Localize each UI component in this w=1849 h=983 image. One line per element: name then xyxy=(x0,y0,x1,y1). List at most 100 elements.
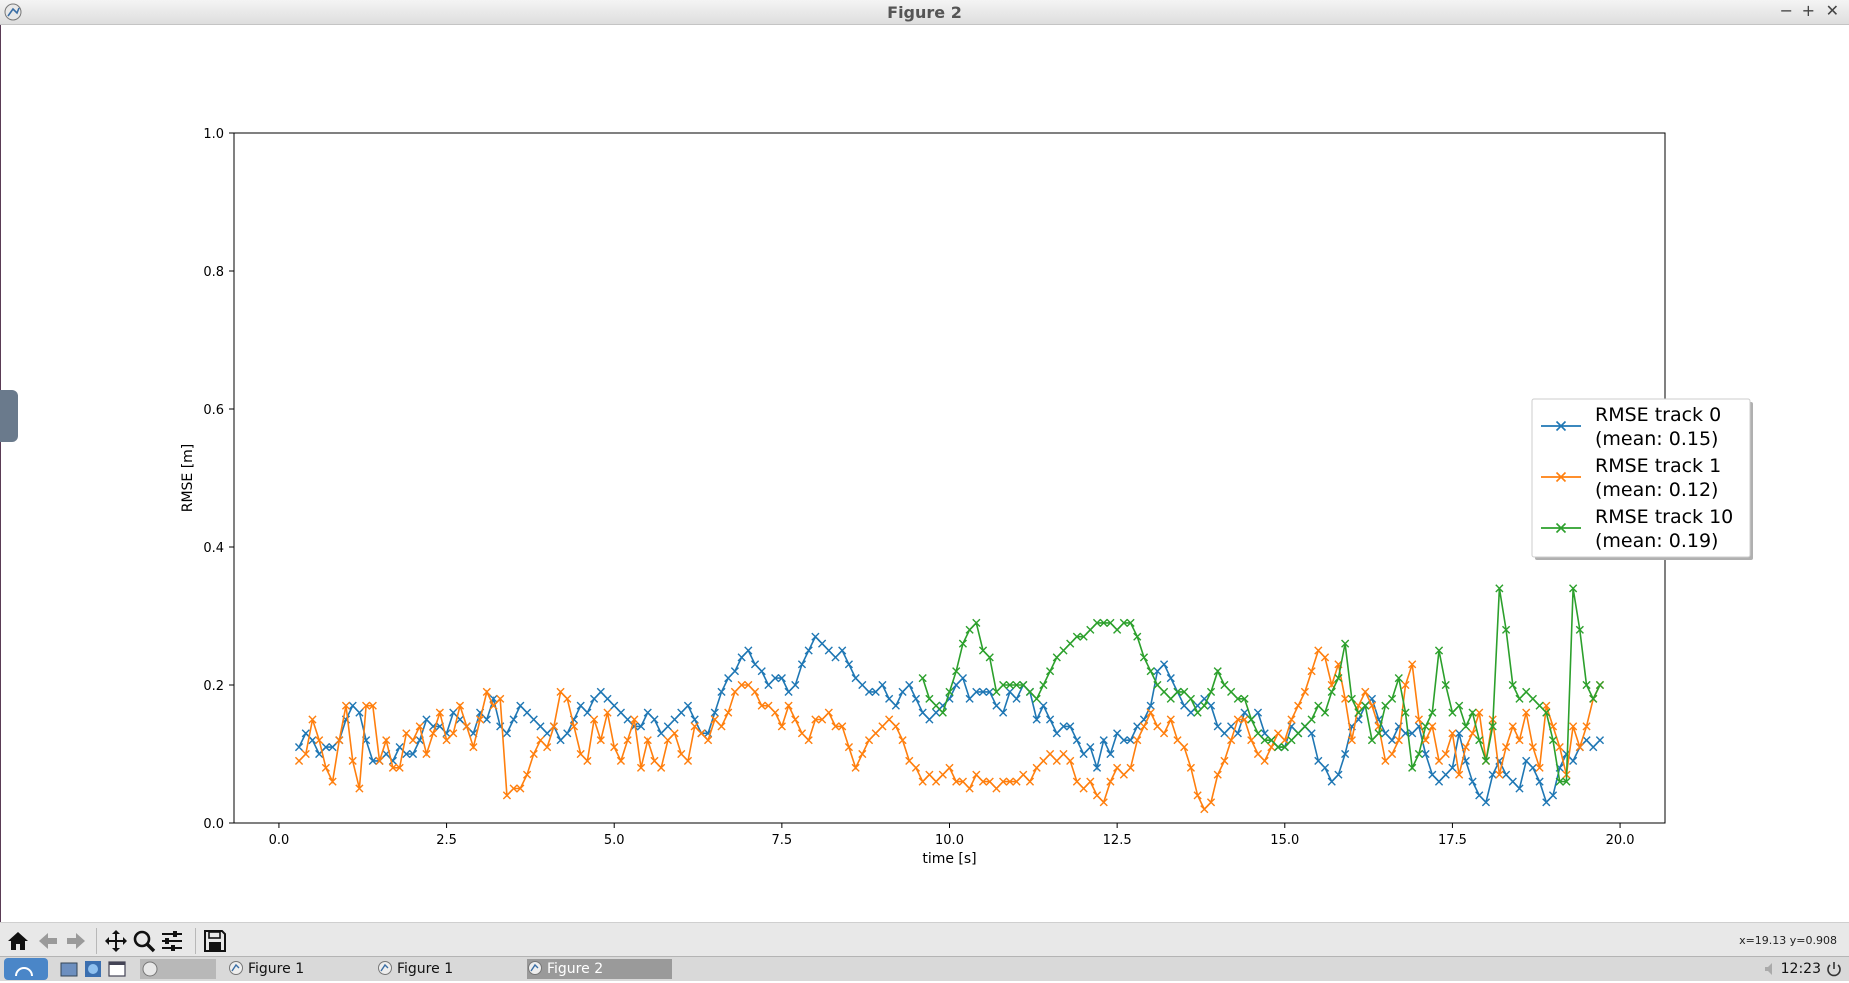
configure-subplots-icon[interactable] xyxy=(159,928,185,954)
data-point xyxy=(657,763,666,772)
data-point xyxy=(1455,701,1464,710)
data-point xyxy=(476,715,485,724)
data-point xyxy=(348,756,357,765)
toolbar-separator xyxy=(96,928,97,954)
home-icon[interactable] xyxy=(5,928,31,954)
data-point xyxy=(952,680,961,690)
web-browser-icon[interactable] xyxy=(84,960,102,978)
data-point xyxy=(596,687,605,696)
data-point xyxy=(1448,729,1457,738)
data-point xyxy=(543,729,552,738)
data-point xyxy=(1059,722,1068,731)
data-point xyxy=(422,715,431,724)
back-arrow-icon[interactable] xyxy=(35,928,61,954)
data-point xyxy=(831,653,840,662)
plus-icon[interactable]: + xyxy=(1801,1,1815,20)
data-point xyxy=(1441,749,1450,759)
data-point xyxy=(301,749,310,759)
data-point xyxy=(462,722,471,731)
data-point xyxy=(811,632,820,641)
side-panel-handle[interactable] xyxy=(0,390,18,442)
data-point xyxy=(1455,729,1464,738)
data-point xyxy=(308,736,317,745)
data-point xyxy=(683,756,693,765)
data-point xyxy=(1421,749,1430,759)
data-point xyxy=(315,736,324,745)
data-point xyxy=(556,736,565,745)
data-point xyxy=(1039,680,1048,690)
data-point xyxy=(415,722,424,731)
taskbar-item[interactable]: Figure 1 xyxy=(228,959,373,979)
data-point xyxy=(590,694,599,703)
data-point xyxy=(449,729,458,738)
data-point xyxy=(355,708,364,717)
data-point xyxy=(1106,777,1115,786)
data-point xyxy=(1159,729,1169,738)
data-point xyxy=(1012,694,1021,703)
data-point xyxy=(784,687,793,696)
data-point xyxy=(1166,715,1175,724)
save-icon[interactable] xyxy=(202,928,228,954)
file-manager-icon[interactable] xyxy=(60,960,78,978)
data-point xyxy=(1374,729,1383,738)
data-point xyxy=(335,736,344,745)
taskbar-item[interactable]: Figure 1 xyxy=(377,959,522,979)
data-point xyxy=(1240,715,1249,724)
pan-icon[interactable] xyxy=(103,928,129,954)
data-point xyxy=(328,743,337,752)
data-point xyxy=(985,777,994,786)
data-point xyxy=(1227,687,1236,696)
data-point xyxy=(999,680,1008,690)
volume-icon[interactable] xyxy=(1763,961,1779,977)
data-point xyxy=(496,694,505,703)
data-point xyxy=(1052,729,1061,738)
data-point xyxy=(1099,618,1108,627)
minus-icon[interactable]: − xyxy=(1779,1,1793,20)
legend-label: RMSE track 1 xyxy=(1595,455,1721,477)
data-point xyxy=(1032,763,1041,772)
navigation-toolbar: x=19.13 y=0.908 xyxy=(0,922,1849,957)
data-point xyxy=(1448,763,1457,772)
start-menu-icon[interactable] xyxy=(4,958,48,980)
data-point xyxy=(1086,777,1095,786)
legend-mean-label: (mean: 0.19) xyxy=(1595,530,1718,552)
data-point xyxy=(1133,722,1142,731)
toolbar-separator xyxy=(195,928,196,954)
data-point xyxy=(931,777,941,786)
data-point xyxy=(764,680,773,690)
data-point xyxy=(844,743,854,752)
forward-arrow-icon[interactable] xyxy=(63,928,89,954)
data-point xyxy=(1019,770,1028,779)
taskbar-item[interactable]: Figure 2 xyxy=(527,959,672,979)
data-point xyxy=(1595,680,1605,690)
data-point xyxy=(536,736,545,745)
data-point xyxy=(1227,722,1236,731)
data-point xyxy=(362,701,371,710)
data-point xyxy=(1186,694,1196,703)
data-point xyxy=(931,708,941,717)
figure-canvas[interactable]: 0.0 2.5 5.0 7.5 10.0 12.5 15.0 17.5 20.0 0.0 0.2 0.… xyxy=(0,25,1849,922)
data-point xyxy=(408,736,418,745)
taskbar-item-label: Figure 2 xyxy=(547,961,604,977)
data-point xyxy=(730,667,740,676)
data-point xyxy=(1052,653,1061,662)
data-point xyxy=(1575,625,1584,634)
data-point xyxy=(1508,680,1517,690)
data-point xyxy=(1408,729,1417,738)
y-tick-label: 0.4 xyxy=(203,541,224,556)
data-point xyxy=(1072,736,1082,745)
terminal-icon[interactable] xyxy=(108,960,126,978)
data-point xyxy=(1092,791,1102,800)
workspace-switcher[interactable] xyxy=(140,959,216,979)
x-tick-label: 2.5 xyxy=(436,833,457,848)
data-point xyxy=(435,708,444,717)
data-point xyxy=(871,687,880,696)
data-point xyxy=(1119,736,1128,745)
data-point xyxy=(1220,756,1229,765)
data-point xyxy=(1428,722,1437,731)
data-point xyxy=(529,715,538,724)
close-icon[interactable]: ✕ xyxy=(1825,1,1839,20)
zoom-icon[interactable] xyxy=(131,928,157,954)
legend-marker xyxy=(1555,522,1567,534)
power-icon[interactable] xyxy=(1825,960,1843,978)
